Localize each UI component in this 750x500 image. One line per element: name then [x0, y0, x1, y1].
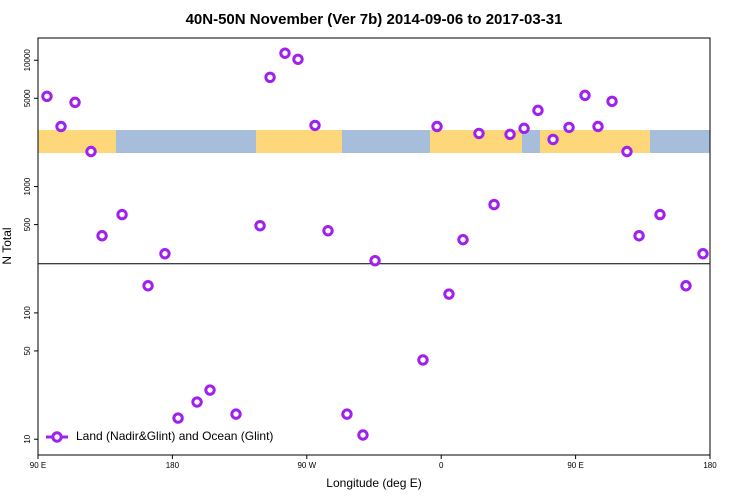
point [488, 198, 500, 211]
point [85, 145, 97, 158]
point [264, 71, 276, 83]
plot-frame [37, 37, 711, 456]
point [369, 254, 381, 267]
point [204, 384, 216, 396]
x-tick-label: 90 W [297, 461, 316, 470]
point [69, 96, 81, 109]
point [292, 53, 304, 65]
point [579, 89, 591, 102]
point [142, 280, 154, 292]
point [606, 95, 618, 108]
y-axis-title: N Total [0, 227, 14, 264]
point [431, 120, 443, 133]
point [341, 408, 353, 420]
land [540, 130, 650, 153]
point [322, 225, 334, 237]
point [697, 248, 709, 260]
point [116, 208, 128, 221]
x-tick-label: 180 [703, 461, 717, 470]
point [633, 230, 645, 242]
point [592, 120, 604, 133]
point [159, 248, 171, 260]
x-axis-title: Longitude (deg E) [326, 476, 421, 490]
legend-label: Land (Nadir&Glint) and Ocean (Glint) [76, 429, 273, 443]
y-tick-label: 500 [23, 217, 32, 231]
point [357, 429, 369, 441]
y-tick-label: 100 [23, 306, 32, 320]
point [547, 133, 559, 146]
point [563, 121, 575, 134]
point [96, 230, 108, 242]
y-tick-label: 1000 [23, 177, 32, 195]
point [680, 280, 692, 292]
x-tick-label: 90 E [567, 461, 583, 470]
point [254, 220, 266, 232]
point [309, 119, 321, 132]
land [430, 130, 522, 153]
y-tick-label: 10 [23, 434, 32, 443]
land [38, 130, 116, 153]
point [55, 120, 67, 133]
x-tick-label: 180 [166, 461, 180, 470]
point [532, 104, 544, 117]
point [443, 288, 455, 300]
point [473, 127, 485, 140]
chart-title: 40N-50N November (Ver 7b) 2014-09-06 to … [186, 11, 563, 28]
point [457, 233, 469, 246]
x-tick-label: 0 [439, 461, 444, 470]
x-tick-label: 90 E [30, 461, 46, 470]
point [41, 90, 53, 103]
y-tick-label: 10000 [23, 49, 32, 72]
point [654, 208, 666, 221]
point [279, 47, 291, 59]
point [417, 354, 429, 366]
y-tick-label: 50 [23, 346, 32, 355]
point [230, 408, 242, 420]
land [256, 130, 342, 153]
point [518, 122, 530, 135]
point [172, 412, 184, 424]
map-band [38, 130, 710, 153]
y-tick-label: 5000 [23, 89, 32, 107]
legend-marker [51, 431, 63, 443]
point [504, 128, 516, 141]
point [191, 396, 203, 408]
point [621, 145, 633, 158]
